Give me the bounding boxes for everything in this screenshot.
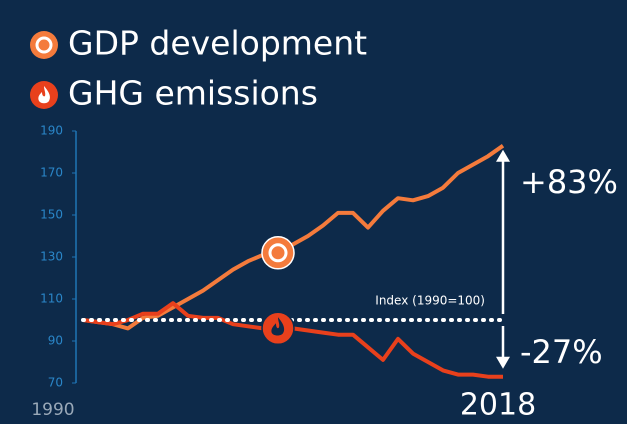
x-tick-label: 1990 xyxy=(31,400,74,420)
x-tick-label: 2018 xyxy=(460,388,536,423)
y-tick-label: 190 xyxy=(40,124,63,138)
legend-label: GHG emissions xyxy=(68,74,318,113)
legend-icon xyxy=(30,81,58,109)
y-tick-label: 150 xyxy=(40,208,63,222)
annotation: +83% xyxy=(520,163,618,201)
legend-icon-flame xyxy=(38,86,50,104)
series-marker xyxy=(261,236,295,270)
reference-label: Index (1990=100) xyxy=(375,294,485,308)
legend-icon-ring xyxy=(35,36,53,54)
y-tick-label: 170 xyxy=(40,166,63,180)
y-tick-label: 90 xyxy=(48,334,63,348)
annotation: -27% xyxy=(520,333,603,371)
series-line xyxy=(82,144,505,331)
arrow-head xyxy=(496,149,510,162)
y-tick-label: 130 xyxy=(40,250,63,264)
y-tick-label: 110 xyxy=(40,292,63,306)
legend-icon xyxy=(30,31,58,59)
arrow-head xyxy=(496,356,510,369)
series-marker-ring xyxy=(268,243,288,263)
legend: GDP development GHG emissions xyxy=(30,24,367,113)
series-marker-flame xyxy=(271,317,285,336)
legend-label: GDP development xyxy=(68,24,367,63)
y-tick-label: 70 xyxy=(48,376,63,390)
